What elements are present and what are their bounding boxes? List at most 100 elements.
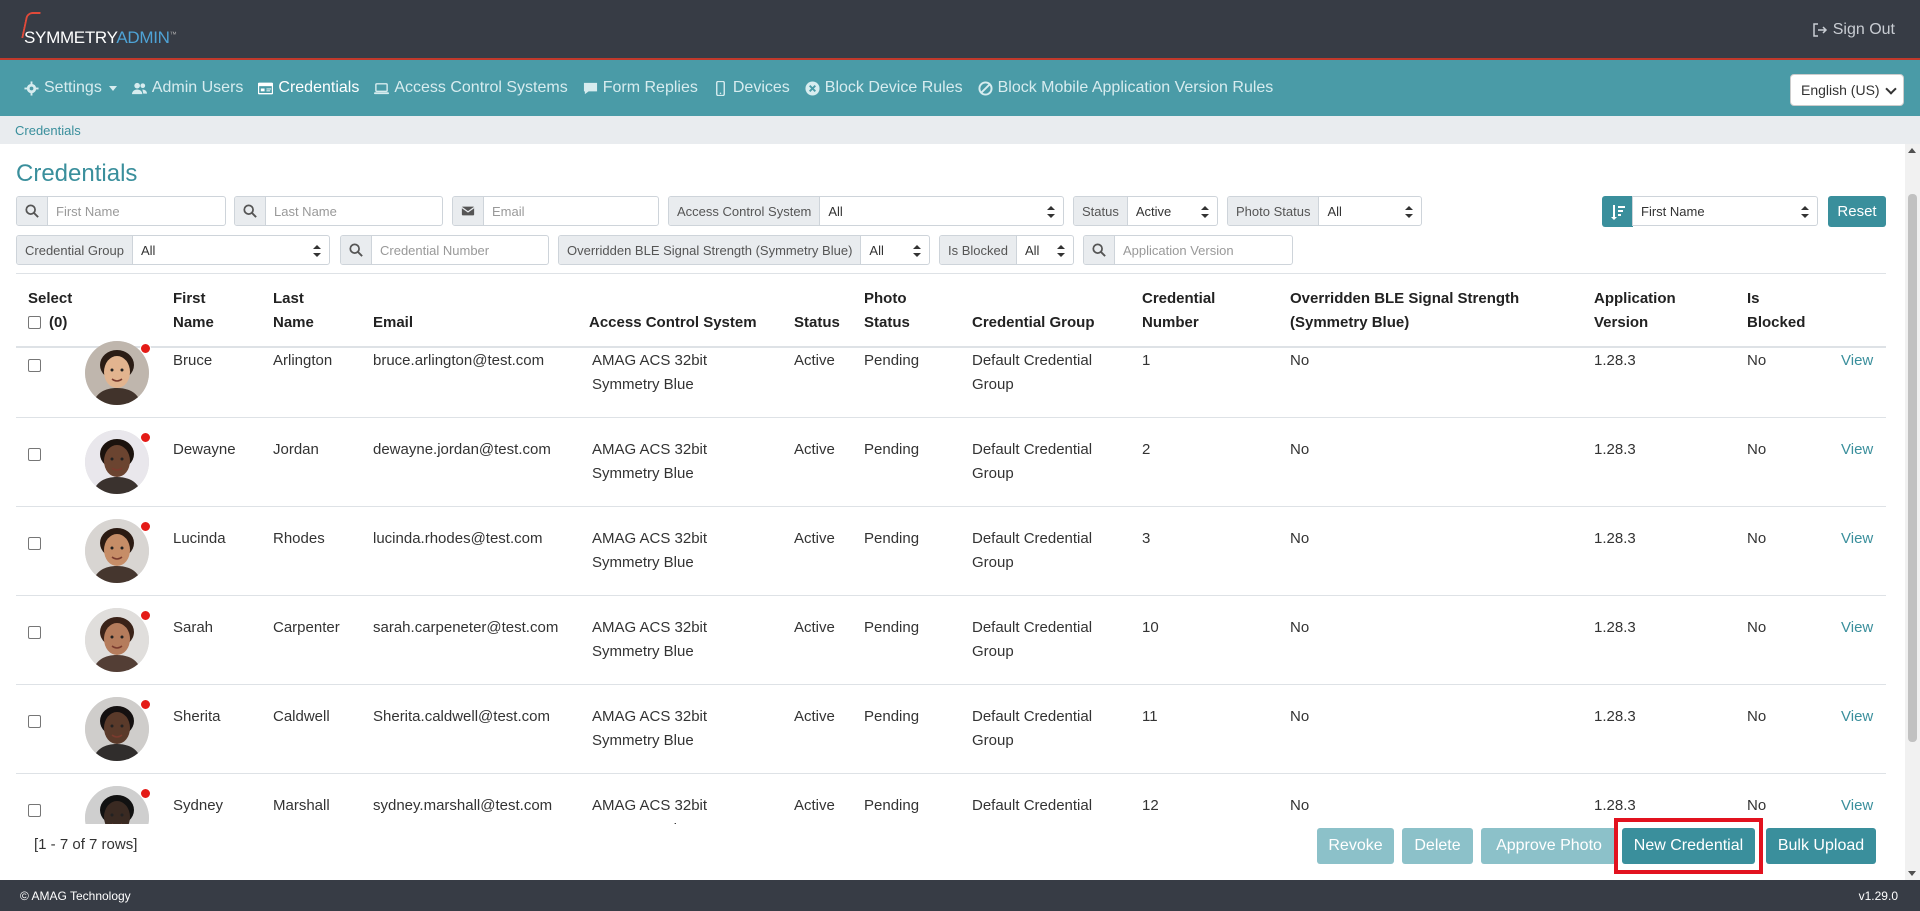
- nav-block-mobile-app-version-rules[interactable]: Block Mobile Application Version Rules: [978, 79, 1273, 97]
- sign-out-link[interactable]: Sign Out: [1812, 21, 1895, 39]
- photo-status-select[interactable]: All: [1319, 197, 1421, 225]
- delete-button[interactable]: Delete: [1402, 828, 1473, 864]
- row-select-checkbox[interactable]: [28, 626, 41, 639]
- header-last-name-1[interactable]: Last: [273, 290, 304, 307]
- cell-last-name: Carpenter: [273, 619, 340, 636]
- is-blocked-filter-label: Is Blocked: [940, 236, 1017, 264]
- nav-credentials[interactable]: Credentials: [258, 79, 359, 97]
- nav-devices[interactable]: Devices: [713, 79, 790, 97]
- cell-credential-number: 2: [1142, 441, 1151, 458]
- cell-first-name: Sarah: [173, 619, 214, 636]
- photo-status-select-value: All: [1327, 203, 1342, 219]
- symmetry-admin-logo[interactable]: SYMMETRYADMIN™: [20, 12, 177, 48]
- search-icon: [25, 204, 39, 218]
- header-photo-status-1[interactable]: Photo: [864, 290, 907, 307]
- header-first-name-2[interactable]: Name: [173, 314, 214, 331]
- cell-access-control-system-line2: Symmetry Blue: [592, 818, 694, 824]
- cell-credential-group-line2: Group: [972, 818, 1014, 824]
- last-name-input[interactable]: Last Name: [274, 203, 337, 219]
- header-credential-group[interactable]: Credential Group: [972, 314, 1095, 331]
- row-select-checkbox[interactable]: [28, 537, 41, 550]
- cell-ble-signal: No: [1290, 352, 1310, 369]
- header-status[interactable]: Status: [794, 314, 840, 331]
- cell-is-blocked: No: [1747, 441, 1767, 458]
- revoke-button[interactable]: Revoke: [1317, 828, 1394, 864]
- page-scrollbar[interactable]: [1905, 144, 1920, 880]
- nav-block-device-rules[interactable]: Block Device Rules: [805, 79, 963, 97]
- language-select[interactable]: English (US): [1790, 74, 1904, 106]
- new-credential-button[interactable]: New Credential: [1622, 828, 1755, 864]
- header-first-name-1[interactable]: First: [173, 290, 206, 307]
- credential-group-select[interactable]: All: [133, 236, 329, 264]
- header-application-version-2[interactable]: Version: [1594, 314, 1649, 331]
- scroll-up-arrow-icon[interactable]: [1908, 148, 1916, 153]
- breadcrumb-credentials[interactable]: Credentials: [15, 123, 81, 138]
- cell-email: sarah.carpeneter@test.com: [373, 619, 559, 636]
- header-ble-signal-1[interactable]: Overridden BLE Signal Strength: [1290, 290, 1520, 307]
- cell-photo-status: Pending: [864, 441, 920, 458]
- access-control-system-select[interactable]: All: [820, 197, 1063, 225]
- search-icon: [243, 204, 257, 218]
- language-select-value: English (US): [1801, 82, 1880, 98]
- first-name-input[interactable]: First Name: [56, 203, 120, 219]
- is-blocked-select[interactable]: All: [1017, 236, 1073, 264]
- cell-first-name: Dewayne: [173, 441, 236, 458]
- top-header: SYMMETRYADMIN™ Sign Out: [0, 0, 1920, 60]
- row-select-checkbox[interactable]: [28, 715, 41, 728]
- header-email[interactable]: Email: [373, 314, 414, 331]
- header-is-blocked-2[interactable]: Blocked: [1747, 314, 1806, 331]
- nav-devices-label: Devices: [732, 79, 790, 96]
- main-nav: Settings Admin Users Credentials Access …: [0, 60, 1920, 116]
- cell-status: Active: [794, 530, 835, 547]
- view-link[interactable]: View: [1841, 708, 1874, 725]
- cell-credential-number: 1: [1142, 352, 1151, 369]
- header-ble-signal-2[interactable]: (Symmetry Blue): [1290, 314, 1410, 331]
- cell-credential-group-line2: Group: [972, 732, 1014, 749]
- select-all-checkbox[interactable]: [28, 316, 41, 329]
- cell-access-control-system-line2: Symmetry Blue: [592, 465, 694, 482]
- application-version-input[interactable]: Application Version: [1123, 242, 1234, 258]
- row-select-checkbox[interactable]: [28, 804, 41, 817]
- credential-number-input[interactable]: Credential Number: [380, 242, 490, 258]
- header-application-version-1[interactable]: Application: [1594, 290, 1676, 307]
- nav-settings[interactable]: Settings: [24, 79, 117, 97]
- row-select-checkbox[interactable]: [28, 359, 41, 372]
- select-arrows-icon: [1047, 206, 1055, 218]
- nav-form-replies[interactable]: Form Replies: [583, 79, 698, 97]
- row-select-checkbox[interactable]: [28, 448, 41, 461]
- cell-status: Active: [794, 797, 835, 814]
- nav-admin-users[interactable]: Admin Users: [131, 79, 243, 97]
- nav-access-control-systems[interactable]: Access Control Systems: [374, 79, 568, 97]
- is-blocked-select-value: All: [1024, 242, 1040, 258]
- last-name-filter: Last Name: [234, 196, 443, 226]
- status-select-value: Active: [1135, 203, 1172, 219]
- row-divider: [16, 684, 1886, 685]
- view-link[interactable]: View: [1841, 530, 1874, 547]
- nav-settings-label: Settings: [44, 79, 102, 96]
- scroll-thumb[interactable]: [1908, 194, 1917, 742]
- ble-signal-select[interactable]: All: [861, 236, 929, 264]
- search-icon: [349, 243, 363, 257]
- view-link[interactable]: View: [1841, 619, 1874, 636]
- status-select[interactable]: Active: [1128, 197, 1217, 225]
- email-input[interactable]: Email: [492, 203, 525, 219]
- view-link[interactable]: View: [1841, 441, 1874, 458]
- sort-direction-button[interactable]: [1602, 196, 1633, 227]
- cell-application-version: 1.28.3: [1594, 619, 1636, 636]
- view-link[interactable]: View: [1841, 797, 1874, 814]
- reset-button[interactable]: Reset: [1828, 196, 1886, 227]
- scroll-down-arrow-icon[interactable]: [1908, 871, 1916, 876]
- header-credential-number-1[interactable]: Credential: [1142, 290, 1216, 307]
- header-access-control-system[interactable]: Access Control System: [589, 314, 757, 331]
- approve-photo-button[interactable]: Approve Photo: [1481, 828, 1617, 864]
- header-is-blocked-1[interactable]: Is: [1747, 290, 1760, 307]
- cell-last-name: Marshall: [273, 797, 330, 814]
- bulk-upload-button[interactable]: Bulk Upload: [1766, 828, 1876, 864]
- sort-field-select[interactable]: First Name: [1633, 197, 1817, 225]
- cell-status: Active: [794, 441, 835, 458]
- header-photo-status-2[interactable]: Status: [864, 314, 910, 331]
- footer-version: v1.29.0: [1858, 889, 1898, 903]
- header-last-name-2[interactable]: Name: [273, 314, 314, 331]
- header-credential-number-2[interactable]: Number: [1142, 314, 1199, 331]
- view-link[interactable]: View: [1841, 352, 1874, 369]
